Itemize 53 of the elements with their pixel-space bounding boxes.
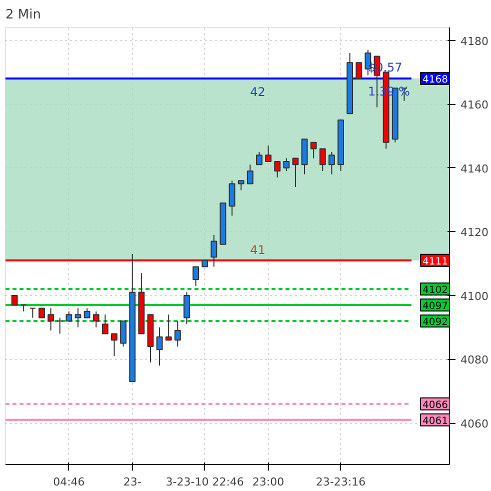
candlestick — [292, 158, 299, 188]
candlestick — [92, 310, 100, 328]
x-tick-label: 04:46 — [53, 476, 85, 488]
candlestick — [174, 320, 181, 347]
x-tick-label: 23-23:16 — [316, 476, 366, 488]
candlestick — [274, 160, 281, 178]
annotation: 42 — [250, 85, 266, 100]
candlestick — [228, 180, 236, 216]
candlestick — [356, 62, 362, 80]
candlestick — [256, 151, 262, 166]
candlestick — [38, 308, 45, 318]
y-tick-label: 4180 — [460, 34, 488, 48]
candlestick — [246, 164, 254, 184]
y-tick-label: 4080 — [460, 354, 488, 367]
ref-line-label: 4061 — [422, 416, 448, 427]
candlestick — [56, 317, 64, 334]
y-tick-label: 4160 — [460, 98, 488, 112]
candlestick — [283, 158, 290, 172]
ref-line-label: 4097 — [422, 301, 448, 312]
ref-line-label: 4168 — [422, 74, 448, 86]
candlestick — [29, 308, 36, 318]
candlestick — [20, 304, 27, 312]
candlestick — [156, 326, 163, 366]
annotation: 41 — [250, 242, 266, 257]
candlestick — [66, 310, 72, 322]
candlestick — [210, 234, 218, 268]
ref-line-label: 4066 — [422, 400, 448, 411]
candlestick — [74, 308, 82, 328]
candlestick — [11, 294, 18, 306]
ref-line-label: 4092 — [422, 316, 448, 328]
y-tick-label: 4120 — [460, 226, 488, 240]
ref-line-label: 4102 — [422, 285, 448, 296]
candlestick — [184, 292, 190, 325]
candlestick — [265, 145, 272, 162]
y-tick-label: 4060 — [460, 418, 488, 431]
x-tick-label: 3-23-10 22:46 — [166, 476, 244, 488]
candlestick — [238, 180, 244, 191]
candlestick — [165, 314, 172, 341]
candlestick — [84, 308, 90, 318]
candlestick — [102, 314, 108, 334]
candlestick — [48, 308, 54, 332]
ref-line-label: 4111 — [422, 256, 448, 268]
candlestick — [111, 333, 118, 357]
y-tick-label: 4140 — [460, 162, 488, 176]
y-tick-label: 4100 — [460, 290, 488, 303]
candlestick — [192, 266, 200, 286]
candlestick — [120, 320, 127, 347]
x-tick-label: 23:00 — [252, 476, 284, 488]
candlestick — [319, 148, 326, 172]
candlestick — [328, 151, 335, 175]
chart-title: 2 Min — [6, 8, 41, 22]
x-tick-label: 23- — [123, 476, 142, 488]
candlestick — [310, 142, 317, 159]
